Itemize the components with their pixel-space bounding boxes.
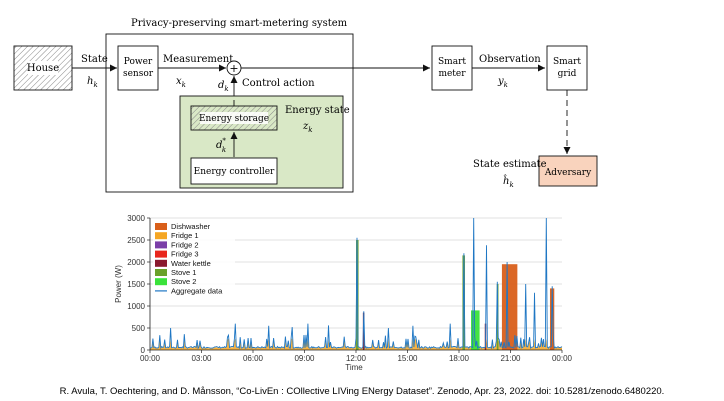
state-label: State	[81, 54, 108, 65]
energy-controller-label: Energy controller	[194, 167, 275, 177]
smart-grid-block: Smart grid	[546, 45, 588, 91]
x-tick-label: 18:00	[449, 354, 470, 363]
legend-swatch	[155, 278, 167, 286]
x-axis-ticks: 00:00 03:00 06:00 09:00 12:00 15:00 18:00 21:00…	[140, 350, 573, 363]
legend-entry: Fridge 3	[171, 250, 199, 259]
x-tick-label: 09:00	[294, 354, 315, 363]
legend-entry: Stove 1	[171, 268, 196, 277]
aggregate-line	[149, 217, 563, 350]
y-axis-label: Power (W)	[114, 265, 123, 303]
legend-entry: Fridge 1	[171, 231, 199, 240]
x-axis-label: Time	[345, 363, 363, 372]
state-var: hk	[87, 76, 98, 89]
legend-entry: Aggregate data	[171, 286, 223, 295]
power-sensor-block: Power sensor	[117, 45, 159, 91]
state-estimate-label: State estimate	[473, 159, 547, 170]
house-label: House	[27, 63, 59, 74]
measurement-label: Measurement	[163, 54, 233, 65]
y-tick-label: 1000	[127, 302, 145, 311]
y-tick-label: 3000	[127, 214, 145, 223]
y-tick-label: 500	[132, 324, 146, 333]
x-tick-label: 00:00	[140, 354, 161, 363]
x-tick-label: 12:00	[346, 354, 367, 363]
summation-node: +	[226, 60, 242, 76]
optimal-control-var: d* k	[216, 137, 226, 154]
y-tick-label: 1500	[127, 280, 145, 289]
smart-grid-line2: grid	[558, 69, 577, 79]
legend-entry: Stove 2	[171, 277, 196, 286]
control-action-label: Control action	[242, 78, 315, 89]
energy-storage-block: Energy storage	[190, 105, 278, 131]
legend-swatch	[155, 223, 167, 230]
power-sensor-line2: sensor	[123, 69, 154, 79]
energy-storage-label: Energy storage	[199, 114, 269, 124]
control-var: dk	[218, 80, 229, 93]
energy-controller-block: Energy controller	[190, 157, 278, 185]
legend-entry: Dishwasher	[171, 222, 211, 231]
legend-swatch	[155, 259, 167, 267]
observation-label: Observation	[479, 54, 541, 65]
state-estimate-var: ĥk	[503, 175, 514, 189]
measurement-var: xk	[176, 76, 186, 89]
legend-entry: Fridge 2	[171, 240, 199, 249]
x-tick-label: 15:00	[397, 354, 418, 363]
y-tick-label: 2000	[127, 258, 145, 267]
event-bar-stove-2	[471, 310, 480, 350]
legend-swatch	[155, 269, 167, 276]
y-axis-ticks: 0 500 1000 1500 2000 2500 3000	[127, 214, 150, 355]
adversary-block: Adversary	[538, 155, 598, 187]
x-tick-label: 03:00	[191, 354, 212, 363]
energy-state-var: zk	[302, 121, 313, 134]
legend-swatch	[155, 250, 167, 258]
y-tick-label: 2500	[127, 236, 145, 245]
adversary-label: Adversary	[544, 168, 592, 178]
system-boundary	[105, 33, 354, 193]
legend-swatch	[155, 241, 167, 249]
block-diagram: Privacy-preserving smart-metering system…	[13, 18, 598, 193]
system-title: Privacy-preserving smart-metering system	[131, 18, 348, 29]
legend-swatch	[155, 232, 167, 240]
event-bar-dishwasher	[501, 264, 518, 350]
energy-state-label: Energy state	[285, 105, 350, 116]
smart-meter-line1: Smart	[438, 57, 466, 67]
power-chart: 0 500 1000 1500 2000 2500 3000 00:00 03:00 06:00…	[114, 214, 573, 372]
x-tick-label: 00:00	[552, 354, 573, 363]
smart-meter-block: Smart meter	[431, 45, 473, 91]
power-sensor-line1: Power	[124, 57, 153, 67]
legend-entry: Water kettle	[171, 259, 211, 268]
observation-var: yk	[497, 76, 508, 89]
x-tick-label: 21:00	[500, 354, 521, 363]
plus-sign: +	[229, 62, 238, 75]
smart-meter-line2: meter	[438, 69, 466, 79]
house-block: House	[13, 45, 73, 91]
smart-grid-line1: Smart	[553, 57, 581, 67]
citation-caption: R. Avula, T. Oechtering, and D. Månsson,…	[60, 386, 665, 397]
y-tick-label: 0	[141, 346, 146, 355]
event-bar-dishwasher	[549, 288, 555, 350]
x-tick-label: 06:00	[243, 354, 264, 363]
